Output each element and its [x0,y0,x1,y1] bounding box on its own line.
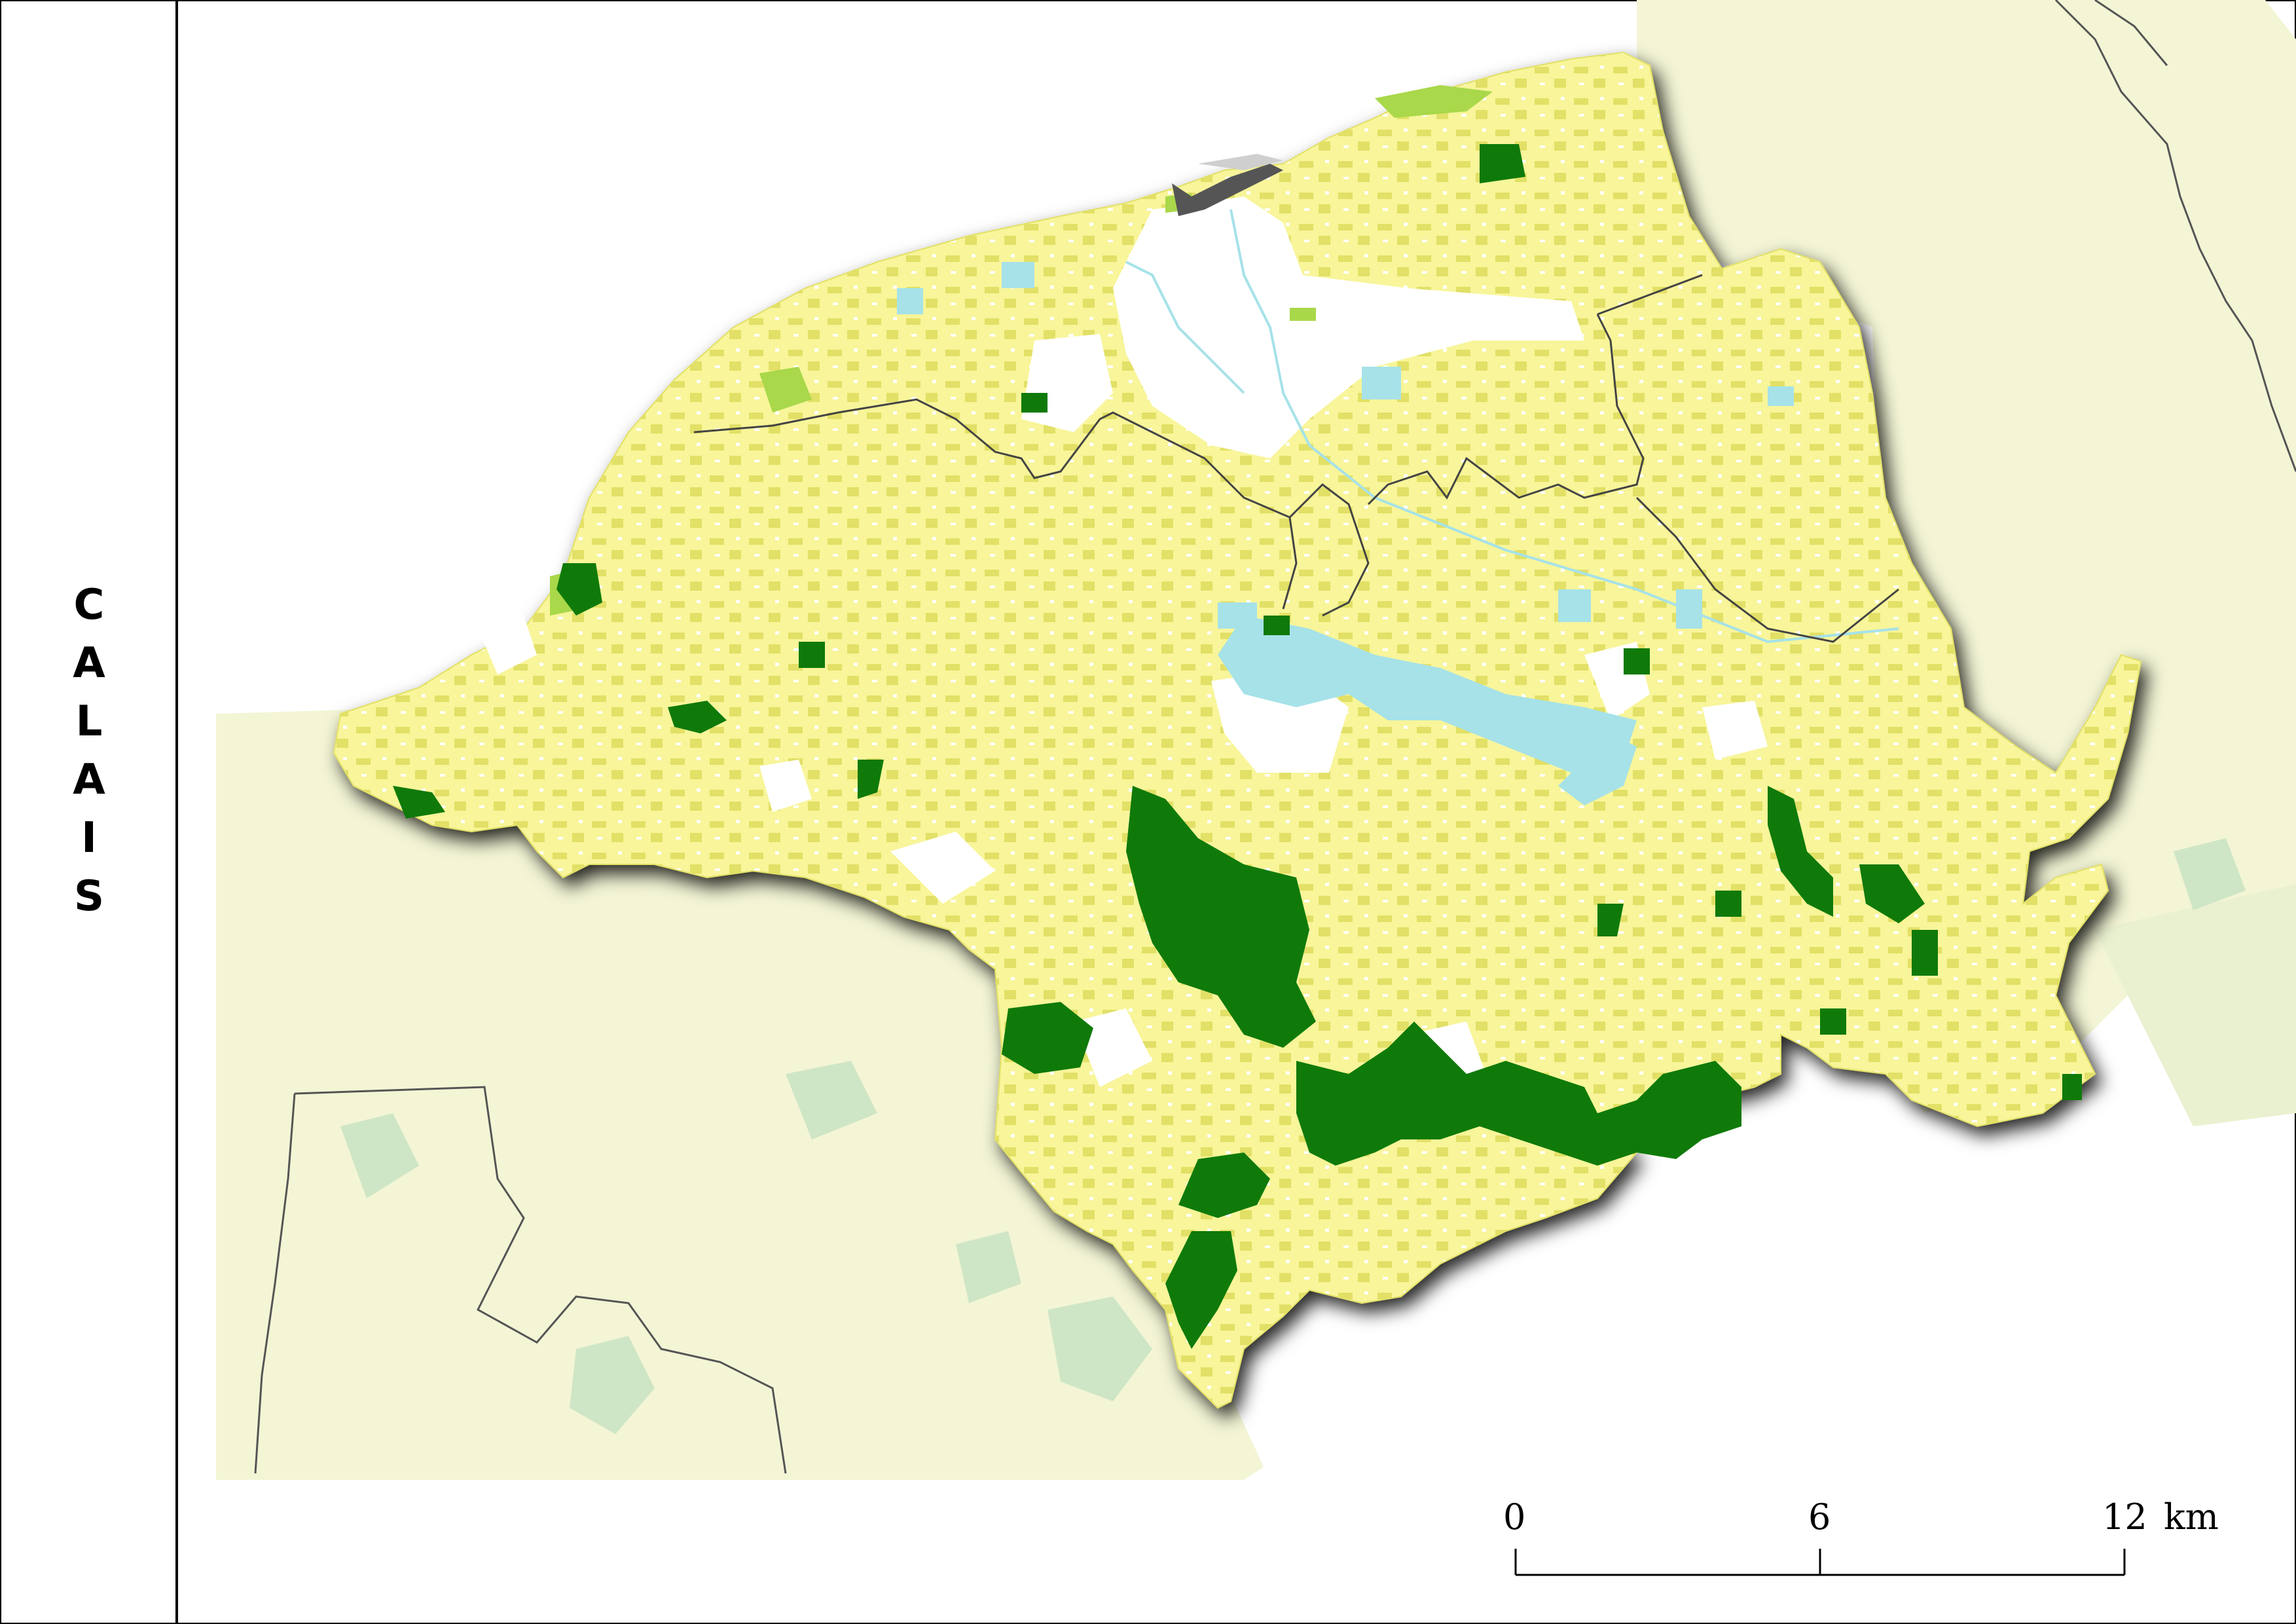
place-title-letter: A [73,756,105,804]
water-bodies [897,262,1794,805]
internal-boundaries [693,274,1899,643]
place-title-letter: S [73,872,105,921]
context-forest [340,838,2246,1434]
context-boundaries [254,0,2296,1474]
canals [1125,209,1899,644]
place-title-letter: C [73,581,105,629]
harbor-pier [1172,154,1283,216]
forests [393,144,2082,1349]
place-title-letter: A [73,639,105,688]
place-title-letter: L [75,697,103,746]
place-title-letter: I [81,814,97,862]
